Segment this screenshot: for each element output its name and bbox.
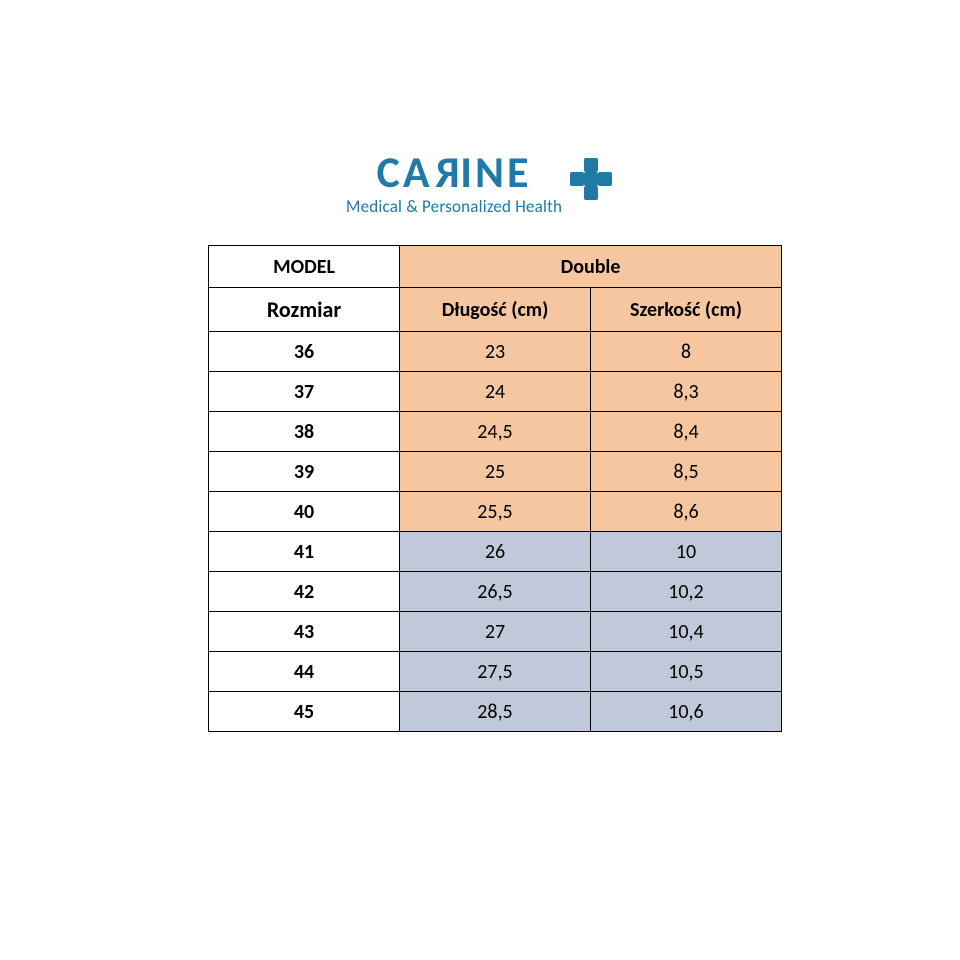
header-szerokosc: Szerkość (cm) [590,288,781,332]
cell-length: 24 [400,372,591,412]
brand-text-col: CARINE Medical & Personalized Health [346,150,562,217]
brand-tagline: Medical & Personalized Health [346,196,562,217]
table-row: 4427,510,5 [209,652,782,692]
table-row: 4528,510,6 [209,692,782,732]
cell-length: 27,5 [400,652,591,692]
brand-name: CARINE [377,150,532,194]
cell-width: 8,3 [590,372,781,412]
cell-length: 23 [400,332,591,372]
cell-width: 10 [590,532,781,572]
cell-width: 8,4 [590,412,781,452]
cell-length: 28,5 [400,692,591,732]
cell-size: 37 [209,372,400,412]
cell-size: 36 [209,332,400,372]
cell-size: 45 [209,692,400,732]
brand-reversed-r: R [432,150,460,194]
header-row-1: MODEL Double [209,246,782,288]
table-row: 39258,5 [209,452,782,492]
brand-logo: CARINE Medical & Personalized Health [346,150,614,217]
cell-width: 10,5 [590,652,781,692]
cell-width: 10,4 [590,612,781,652]
table-row: 432710,4 [209,612,782,652]
cell-length: 24,5 [400,412,591,452]
header-dlugosc: Długość (cm) [400,288,591,332]
cell-size: 39 [209,452,400,492]
cell-size: 41 [209,532,400,572]
header-rozmiar: Rozmiar [209,288,400,332]
table-row: 36238 [209,332,782,372]
cell-width: 10,6 [590,692,781,732]
table-row: 412610 [209,532,782,572]
plus-icon [568,156,614,202]
cell-width: 10,2 [590,572,781,612]
brand-left: CA [377,145,433,199]
cell-length: 27 [400,612,591,652]
cell-length: 26,5 [400,572,591,612]
header-row-2: Rozmiar Długość (cm) Szerkość (cm) [209,288,782,332]
cell-size: 44 [209,652,400,692]
cell-width: 8,6 [590,492,781,532]
cell-width: 8,5 [590,452,781,492]
cell-length: 25 [400,452,591,492]
table-row: 3824,58,4 [209,412,782,452]
cell-size: 42 [209,572,400,612]
cell-length: 25,5 [400,492,591,532]
cell-size: 43 [209,612,400,652]
table-row: 37248,3 [209,372,782,412]
size-table: MODEL Double Rozmiar Długość (cm) Szerko… [208,245,782,732]
header-double: Double [400,246,782,288]
cell-length: 26 [400,532,591,572]
cell-size: 38 [209,412,400,452]
header-model: MODEL [209,246,400,288]
cell-width: 8 [590,332,781,372]
cell-size: 40 [209,492,400,532]
table-row: 4226,510,2 [209,572,782,612]
brand-right: INE [460,145,531,199]
table-row: 4025,58,6 [209,492,782,532]
